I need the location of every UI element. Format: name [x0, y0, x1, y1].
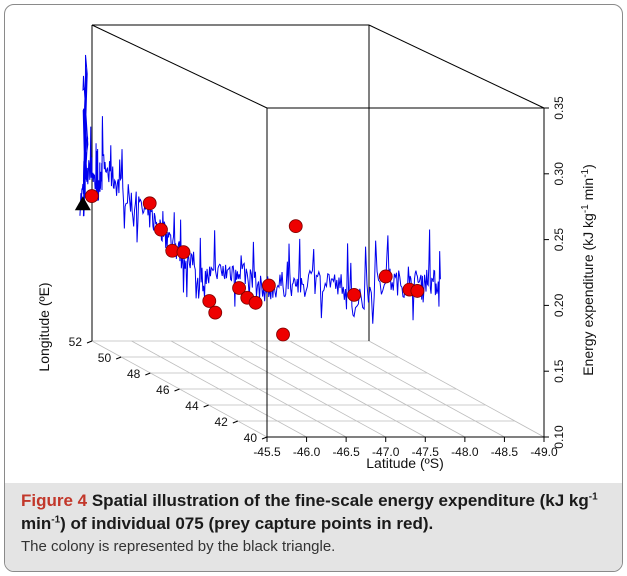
- z-tick-label: 0.25: [552, 228, 566, 252]
- x-axis-label: Latitude (ºS): [366, 455, 444, 471]
- z-tick-label: 0.35: [552, 96, 566, 120]
- z-axis-label: Energy expenditure (kJ kg-1 min-1): [580, 164, 596, 376]
- prey-capture-point: [288, 219, 303, 234]
- prey-capture-point: [154, 222, 168, 237]
- prey-capture-point: [142, 196, 157, 211]
- y-tick-label: 42: [214, 415, 228, 429]
- y-tick-label: 44: [185, 399, 199, 413]
- y-tick-mark: [115, 356, 122, 360]
- y-tick-label: 40: [244, 431, 258, 445]
- x-tick-label: -48.5: [491, 445, 519, 459]
- caption-title-part-c: ) of individual 075 (prey capture points…: [60, 514, 434, 533]
- prey-capture-point: [378, 269, 393, 284]
- prey-capture-point: [208, 305, 223, 320]
- chart-3d-plot: -45.5 -46.0 -46.5 -47.0 -47.5 -48.0 -48.5 -49.0…: [36, 24, 596, 471]
- y-tick-mark: [203, 404, 209, 408]
- caption-sup-1: -1: [588, 491, 598, 503]
- prey-capture-point: [347, 287, 361, 302]
- prey-capture-point: [232, 281, 246, 295]
- prey-capture-point: [84, 189, 99, 203]
- y-tick-mark: [86, 340, 93, 344]
- z-tick-label: 0.20: [552, 293, 566, 317]
- x-tick-label: -46.0: [293, 445, 321, 459]
- box-edge: [91, 24, 268, 109]
- y-tick-label: 52: [69, 335, 83, 349]
- caption-note: The colony is represented by the black t…: [21, 538, 336, 555]
- caption-title: Figure 4 Spatial illustration of the fin…: [21, 489, 611, 535]
- caption-title-part-b: min: [21, 514, 52, 533]
- prey-capture-point: [276, 327, 290, 342]
- y-tick-mark: [261, 436, 268, 440]
- x-tick-label: -49.0: [530, 445, 558, 459]
- caption-title-part-a: Spatial illustration of the fine-scale e…: [87, 491, 589, 510]
- prey-capture-point: [202, 294, 217, 308]
- z-tick-label: 0.30: [552, 162, 566, 186]
- x-tick-label: -47.0: [372, 445, 400, 459]
- caption-sup-2: -1: [51, 514, 61, 526]
- y-tick-label: 48: [127, 367, 141, 381]
- figure-label: Figure 4: [21, 491, 88, 510]
- y-axis-label: Longitude (ºE): [36, 282, 52, 371]
- x-tick-label: -47.5: [412, 445, 440, 459]
- track-spike-near-colony: [82, 54, 89, 217]
- prey-capture-point: [261, 278, 276, 293]
- y-tick-mark: [232, 420, 239, 424]
- y-tick-label: 50: [98, 351, 112, 365]
- y-tick-label: 46: [156, 383, 170, 397]
- x-tick-label: -45.5: [253, 445, 281, 459]
- energy-track-line: [79, 116, 441, 324]
- y-tick-mark: [145, 372, 151, 376]
- prey-capture-point: [248, 295, 263, 310]
- prey-capture-point: [176, 245, 191, 260]
- figure-frame: -45.5 -46.0 -46.5 -47.0 -47.5 -48.0 -48.5 -49.0…: [4, 4, 623, 572]
- box-edge: [368, 24, 545, 109]
- z-tick-label: 0.15: [552, 359, 566, 383]
- x-tick-label: -48.0: [451, 445, 479, 459]
- colony-triangle: [74, 196, 91, 211]
- y-tick-mark: [174, 388, 180, 392]
- x-tick-label: -46.5: [332, 445, 360, 459]
- prey-capture-point: [410, 284, 425, 298]
- z-tick-label: 0.10: [552, 425, 566, 449]
- caption-background: [5, 483, 622, 571]
